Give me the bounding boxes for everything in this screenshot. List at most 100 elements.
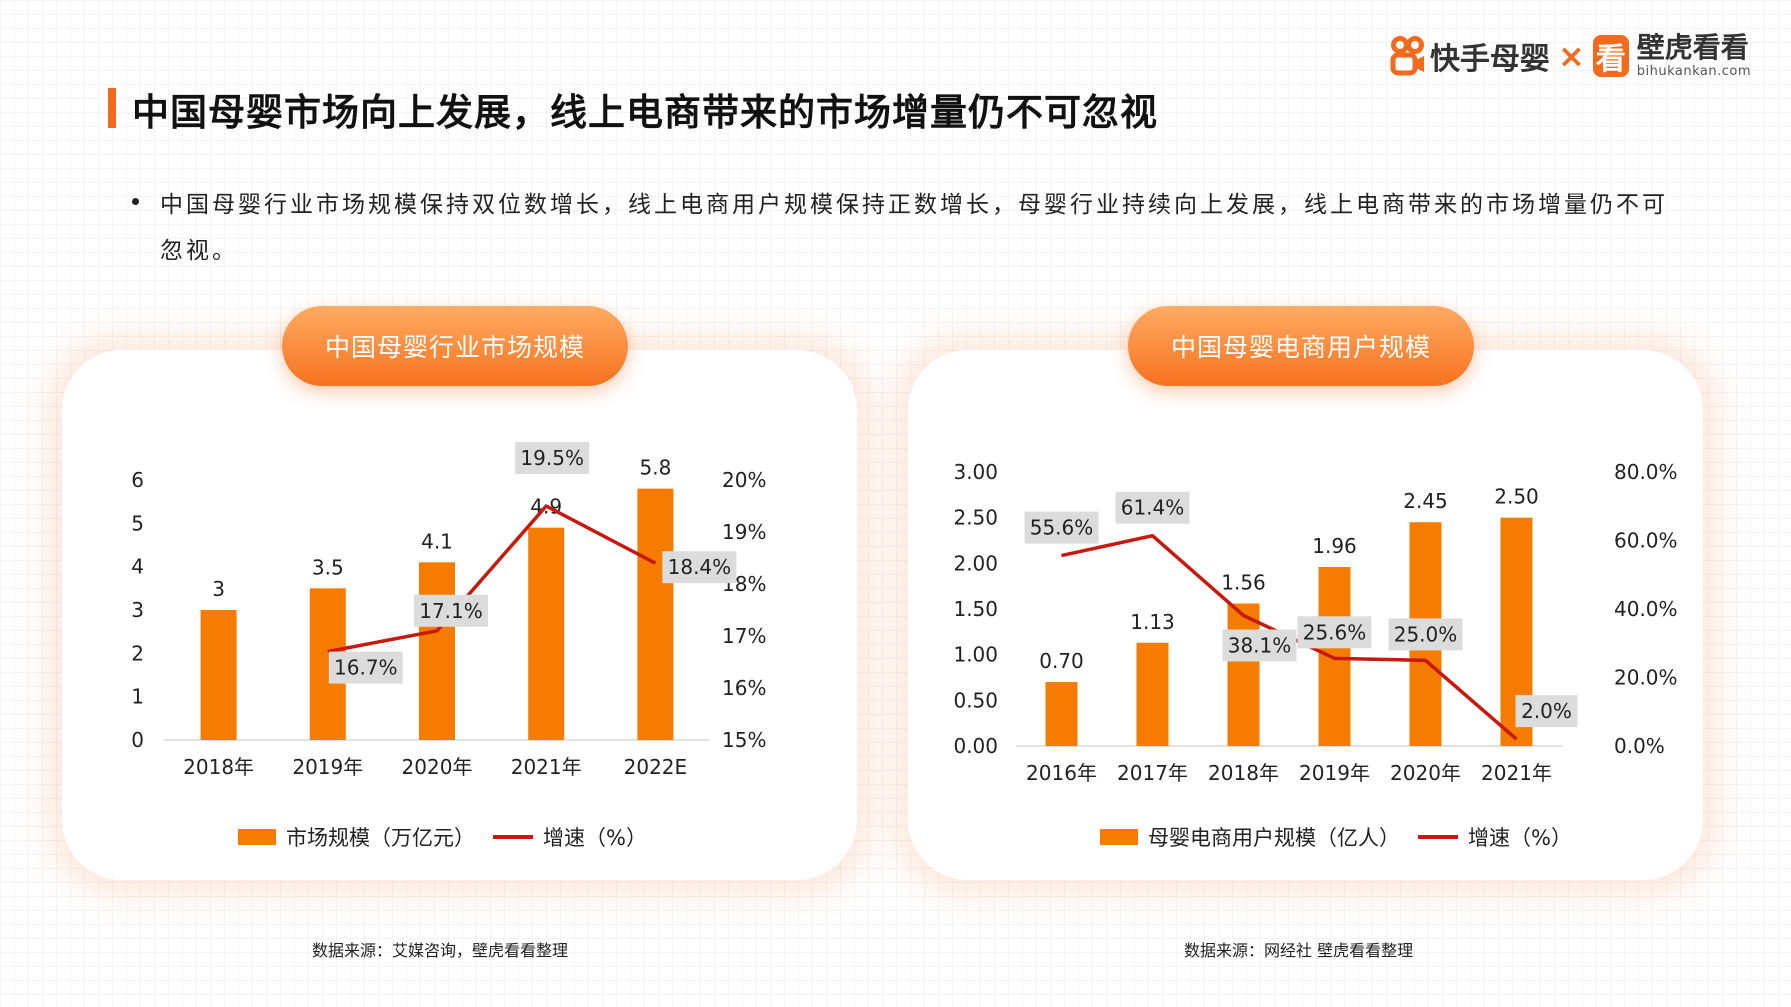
chart1-growth-label-text: 16.7% <box>334 656 398 680</box>
chart2-growth-label-text: 61.4% <box>1121 496 1185 520</box>
chart1-growth-label-box <box>414 594 488 627</box>
bihu-logo: 壁虎看看 bihukankan.com <box>1636 31 1751 79</box>
chart2-growth-label-text: 25.0% <box>1394 622 1458 646</box>
chart2-category-label: 2016年 <box>1026 761 1097 785</box>
chart2-right-tick: 60.0% <box>1614 529 1678 553</box>
chart2-category-label: 2020年 <box>1390 761 1461 785</box>
source-note-ecommerce-users: 数据来源：网经社 壁虎看看整理 <box>1184 941 1414 960</box>
chart1-bar-value-label: 3.5 <box>312 555 344 579</box>
chart1-growth-label: 16.7% <box>328 651 403 684</box>
chart2-bar <box>1045 682 1078 746</box>
chart1-bar-value-label: 5.8 <box>639 456 671 480</box>
chart1-growth-label-box <box>328 651 403 684</box>
bihu-logo-name: 壁虎看看 <box>1636 31 1749 64</box>
chart2-growth-label-text: 2.0% <box>1521 699 1572 723</box>
chart1-growth-label: 19.5% <box>515 442 590 474</box>
chart1-category-label: 2019年 <box>292 755 363 779</box>
chart1-growth-label-box <box>515 442 590 474</box>
chart2-bar-value-label: 1.13 <box>1130 610 1175 634</box>
chart1-growth-label: 18.4% <box>662 551 737 584</box>
legend-line-swatch <box>493 835 533 839</box>
chart2-left-tick: 2.50 <box>953 506 998 530</box>
chart2-left-tick: 0.00 <box>953 734 998 758</box>
chart2-category-label: 2021年 <box>1481 761 1552 785</box>
chart2-growth-label-text: 38.1% <box>1228 634 1292 658</box>
chart2-right-tick: 40.0% <box>1614 597 1678 621</box>
chart2-right-tick: 20.0% <box>1614 666 1678 690</box>
chart1-category-label: 2022E <box>624 755 688 779</box>
chart1-left-tick: 5 <box>131 511 144 535</box>
chart1-bar <box>419 562 455 740</box>
source-note-market-size: 数据来源：艾媒咨询，壁虎看看整理 <box>312 941 569 960</box>
chart2-growth-label-box <box>1297 616 1372 649</box>
chart1-growth-line <box>327 504 657 654</box>
chart2-bar <box>1227 603 1260 746</box>
chart1-growth-label-text: 19.5% <box>520 446 584 470</box>
title-accent-bar <box>108 88 116 128</box>
chart1-right-tick: 20% <box>722 468 766 492</box>
chart2-left-tick: 0.50 <box>953 688 998 712</box>
chart1-growth-label-box <box>662 551 737 584</box>
legend-bar-label: 市场规模（万亿元） <box>286 826 475 850</box>
legend-bar-swatch <box>1100 829 1138 845</box>
chart2-growth-label: 61.4% <box>1115 491 1190 524</box>
chart1-left-tick: 1 <box>131 685 144 709</box>
chart2-bar-value-label: 2.50 <box>1494 485 1539 509</box>
chart1-category-label: 2021年 <box>511 755 582 779</box>
bullet-dot-icon <box>132 198 139 205</box>
chart2-left-tick: 1.50 <box>953 597 998 621</box>
chart1-category-label: 2018年 <box>183 755 254 779</box>
bihu-logo-icon: 看 <box>1592 35 1629 77</box>
legend-line-label: 增速（%） <box>1468 826 1572 850</box>
chart2-growth-label: 38.1% <box>1222 629 1297 662</box>
legend-bar-label: 母婴电商用户规模（亿人） <box>1148 826 1400 850</box>
chart2-bar-value-label: 2.45 <box>1403 489 1448 513</box>
legend-bar-swatch <box>238 829 276 845</box>
chart2-growth-label: 25.0% <box>1388 618 1463 651</box>
chart2-left-tick: 2.00 <box>953 551 998 575</box>
chart2-growth-label-box <box>1515 695 1578 728</box>
chart1-right-tick: 19% <box>722 520 766 544</box>
chart2-category-label: 2017年 <box>1117 761 1188 785</box>
chart-panel-ecommerce-users <box>908 350 1703 880</box>
kuaishou-logo-text: 快手母婴 <box>1429 42 1550 77</box>
chart1-left-tick: 3 <box>131 598 144 622</box>
chart2-growth-label: 2.0% <box>1515 695 1578 728</box>
chart2-left-tick: 1.00 <box>953 643 998 667</box>
chart1-bar <box>528 527 565 740</box>
chart1-left-tick: 2 <box>131 641 144 665</box>
chart1-left-tick: 4 <box>131 555 144 579</box>
legend-line-swatch <box>1418 835 1458 839</box>
chart2-growth-label: 25.6% <box>1297 616 1372 649</box>
chart2-growth-label-box <box>1115 491 1190 524</box>
chart2-growth-label-text: 55.6% <box>1030 516 1094 540</box>
chart2-bar-value-label: 1.56 <box>1221 571 1266 595</box>
chart2-bar <box>1136 642 1169 746</box>
chart1-bar <box>200 610 237 740</box>
chart-title-market-size: 中国母婴行业市场规模 <box>282 306 628 386</box>
chart1-right-tick: 16% <box>722 676 766 700</box>
chart2-left-tick: 3.00 <box>953 460 998 484</box>
summary-text: 中国母婴行业市场规模保持双位数增长，线上电商用户规模保持正数增长，母婴行业持续向… <box>160 192 1668 264</box>
bihu-logo-url: bihukankan.com <box>1636 64 1751 79</box>
chart1-bar-value-label: 3 <box>212 577 225 601</box>
chart1-growth-label-text: 17.1% <box>419 599 483 623</box>
chart1-bar-value-label: 4.1 <box>421 529 453 553</box>
chart1-growth-label-text: 18.4% <box>668 555 732 579</box>
chart1-bar <box>637 488 674 740</box>
chart1-growth-label: 17.1% <box>414 594 488 627</box>
chart2-growth-label: 55.6% <box>1024 511 1099 544</box>
chart1-category-label: 2020年 <box>402 755 473 779</box>
chart1-right-tick: 17% <box>722 624 766 648</box>
chart2-growth-label-box <box>1222 629 1297 662</box>
chart2-growth-label-box <box>1024 511 1099 544</box>
kuaishou-logo-icon <box>1390 36 1424 76</box>
logo-area: 快手母婴 × 看 壁虎看看 bihukankan.com <box>1390 34 1751 78</box>
chart1-right-tick: 15% <box>722 728 766 752</box>
page-title: 中国母婴市场向上发展，线上电商带来的市场增量仍不可忽视 <box>132 91 1158 134</box>
chart2-right-tick: 0.0% <box>1614 734 1665 758</box>
legend-line-label: 增速（%） <box>543 826 647 850</box>
chart1-left-tick: 6 <box>131 468 144 492</box>
legend-market-size: 市场规模（万亿元） 增速（%） <box>238 822 647 852</box>
